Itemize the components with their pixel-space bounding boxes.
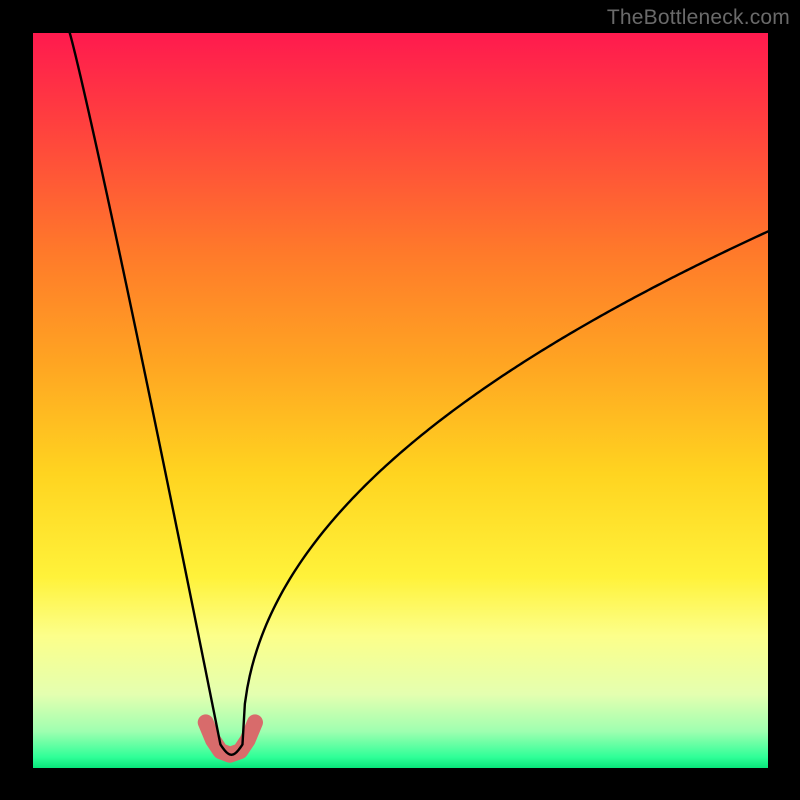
watermark-text: TheBottleneck.com: [607, 6, 790, 30]
plot-area: [33, 33, 768, 768]
figure-container: TheBottleneck.com: [0, 0, 800, 800]
bottleneck-chart: [0, 0, 800, 800]
